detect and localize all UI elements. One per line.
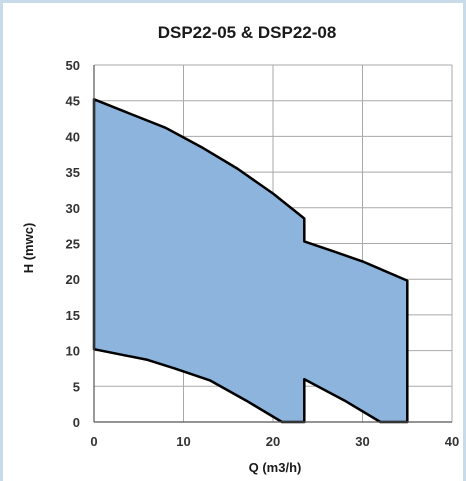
y-tick-label: 30	[66, 201, 80, 216]
y-tick-label: 40	[66, 129, 80, 144]
y-tick-label: 0	[73, 415, 80, 430]
y-tick-label: 45	[66, 94, 80, 109]
frame-border-left	[0, 0, 3, 481]
y-tick-label: 5	[73, 379, 80, 394]
y-tick-label: 10	[66, 344, 80, 359]
x-tick-label: 10	[176, 434, 190, 449]
y-tick-label: 25	[66, 237, 80, 252]
y-tick-label: 50	[66, 58, 80, 73]
x-tick-label: 30	[355, 434, 369, 449]
x-axis-label: Q (m3/h)	[249, 460, 302, 475]
y-tick-label: 15	[66, 308, 80, 323]
y-axis-label: H (mwc)	[21, 223, 36, 274]
frame-border-top	[0, 0, 466, 3]
y-tick-label: 35	[66, 165, 80, 180]
chart-title: DSP22-05 & DSP22-08	[158, 23, 337, 42]
x-tick-label: 40	[445, 434, 459, 449]
x-tick-label: 0	[90, 434, 97, 449]
frame-border-right	[463, 0, 466, 481]
axes: 0 5 10 15 20 25 30 35 40 45 50 0 10 20 30 40	[66, 58, 460, 449]
y-tick-label: 20	[66, 272, 80, 287]
x-tick-label: 20	[266, 434, 280, 449]
